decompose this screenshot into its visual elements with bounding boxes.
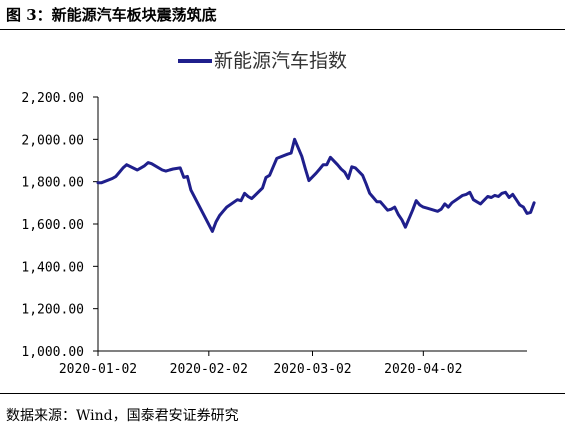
bottom-rule (0, 393, 565, 394)
y-tick-label: 2,200.00 (21, 91, 84, 106)
series-line (96, 137, 536, 233)
y-tick-label: 1,600.00 (21, 218, 84, 233)
line-chart: 新能源汽车指数 1,000.00 1,200.00 1,400.00 1,600.00… (21, 50, 536, 377)
y-tick-label: 1,000.00 (21, 345, 84, 360)
x-tick-label: 2020-03-02 (273, 362, 351, 377)
y-tick-label: 2,000.00 (21, 133, 84, 148)
source-note: 数据来源：Wind，国泰君安证券研究 (6, 408, 239, 424)
x-tick-label: 2020-01-02 (59, 362, 137, 377)
series-layer (96, 137, 536, 233)
x-tick-label: 2020-02-02 (170, 362, 248, 377)
top-rule (0, 29, 565, 30)
legend-label: 新能源汽车指数 (214, 50, 347, 72)
x-tick-label: 2020-04-02 (384, 362, 462, 377)
figure-title: 图 3：新能源汽车板块震荡筑底 (6, 6, 217, 24)
chart-legend: 新能源汽车指数 (178, 50, 347, 72)
y-tick-label: 1,400.00 (21, 260, 84, 275)
y-tick-label: 1,200.00 (21, 303, 84, 318)
y-tick-label: 1,800.00 (21, 176, 84, 191)
chart-axes: 1,000.00 1,200.00 1,400.00 1,600.00 1,800.00… (21, 91, 527, 377)
